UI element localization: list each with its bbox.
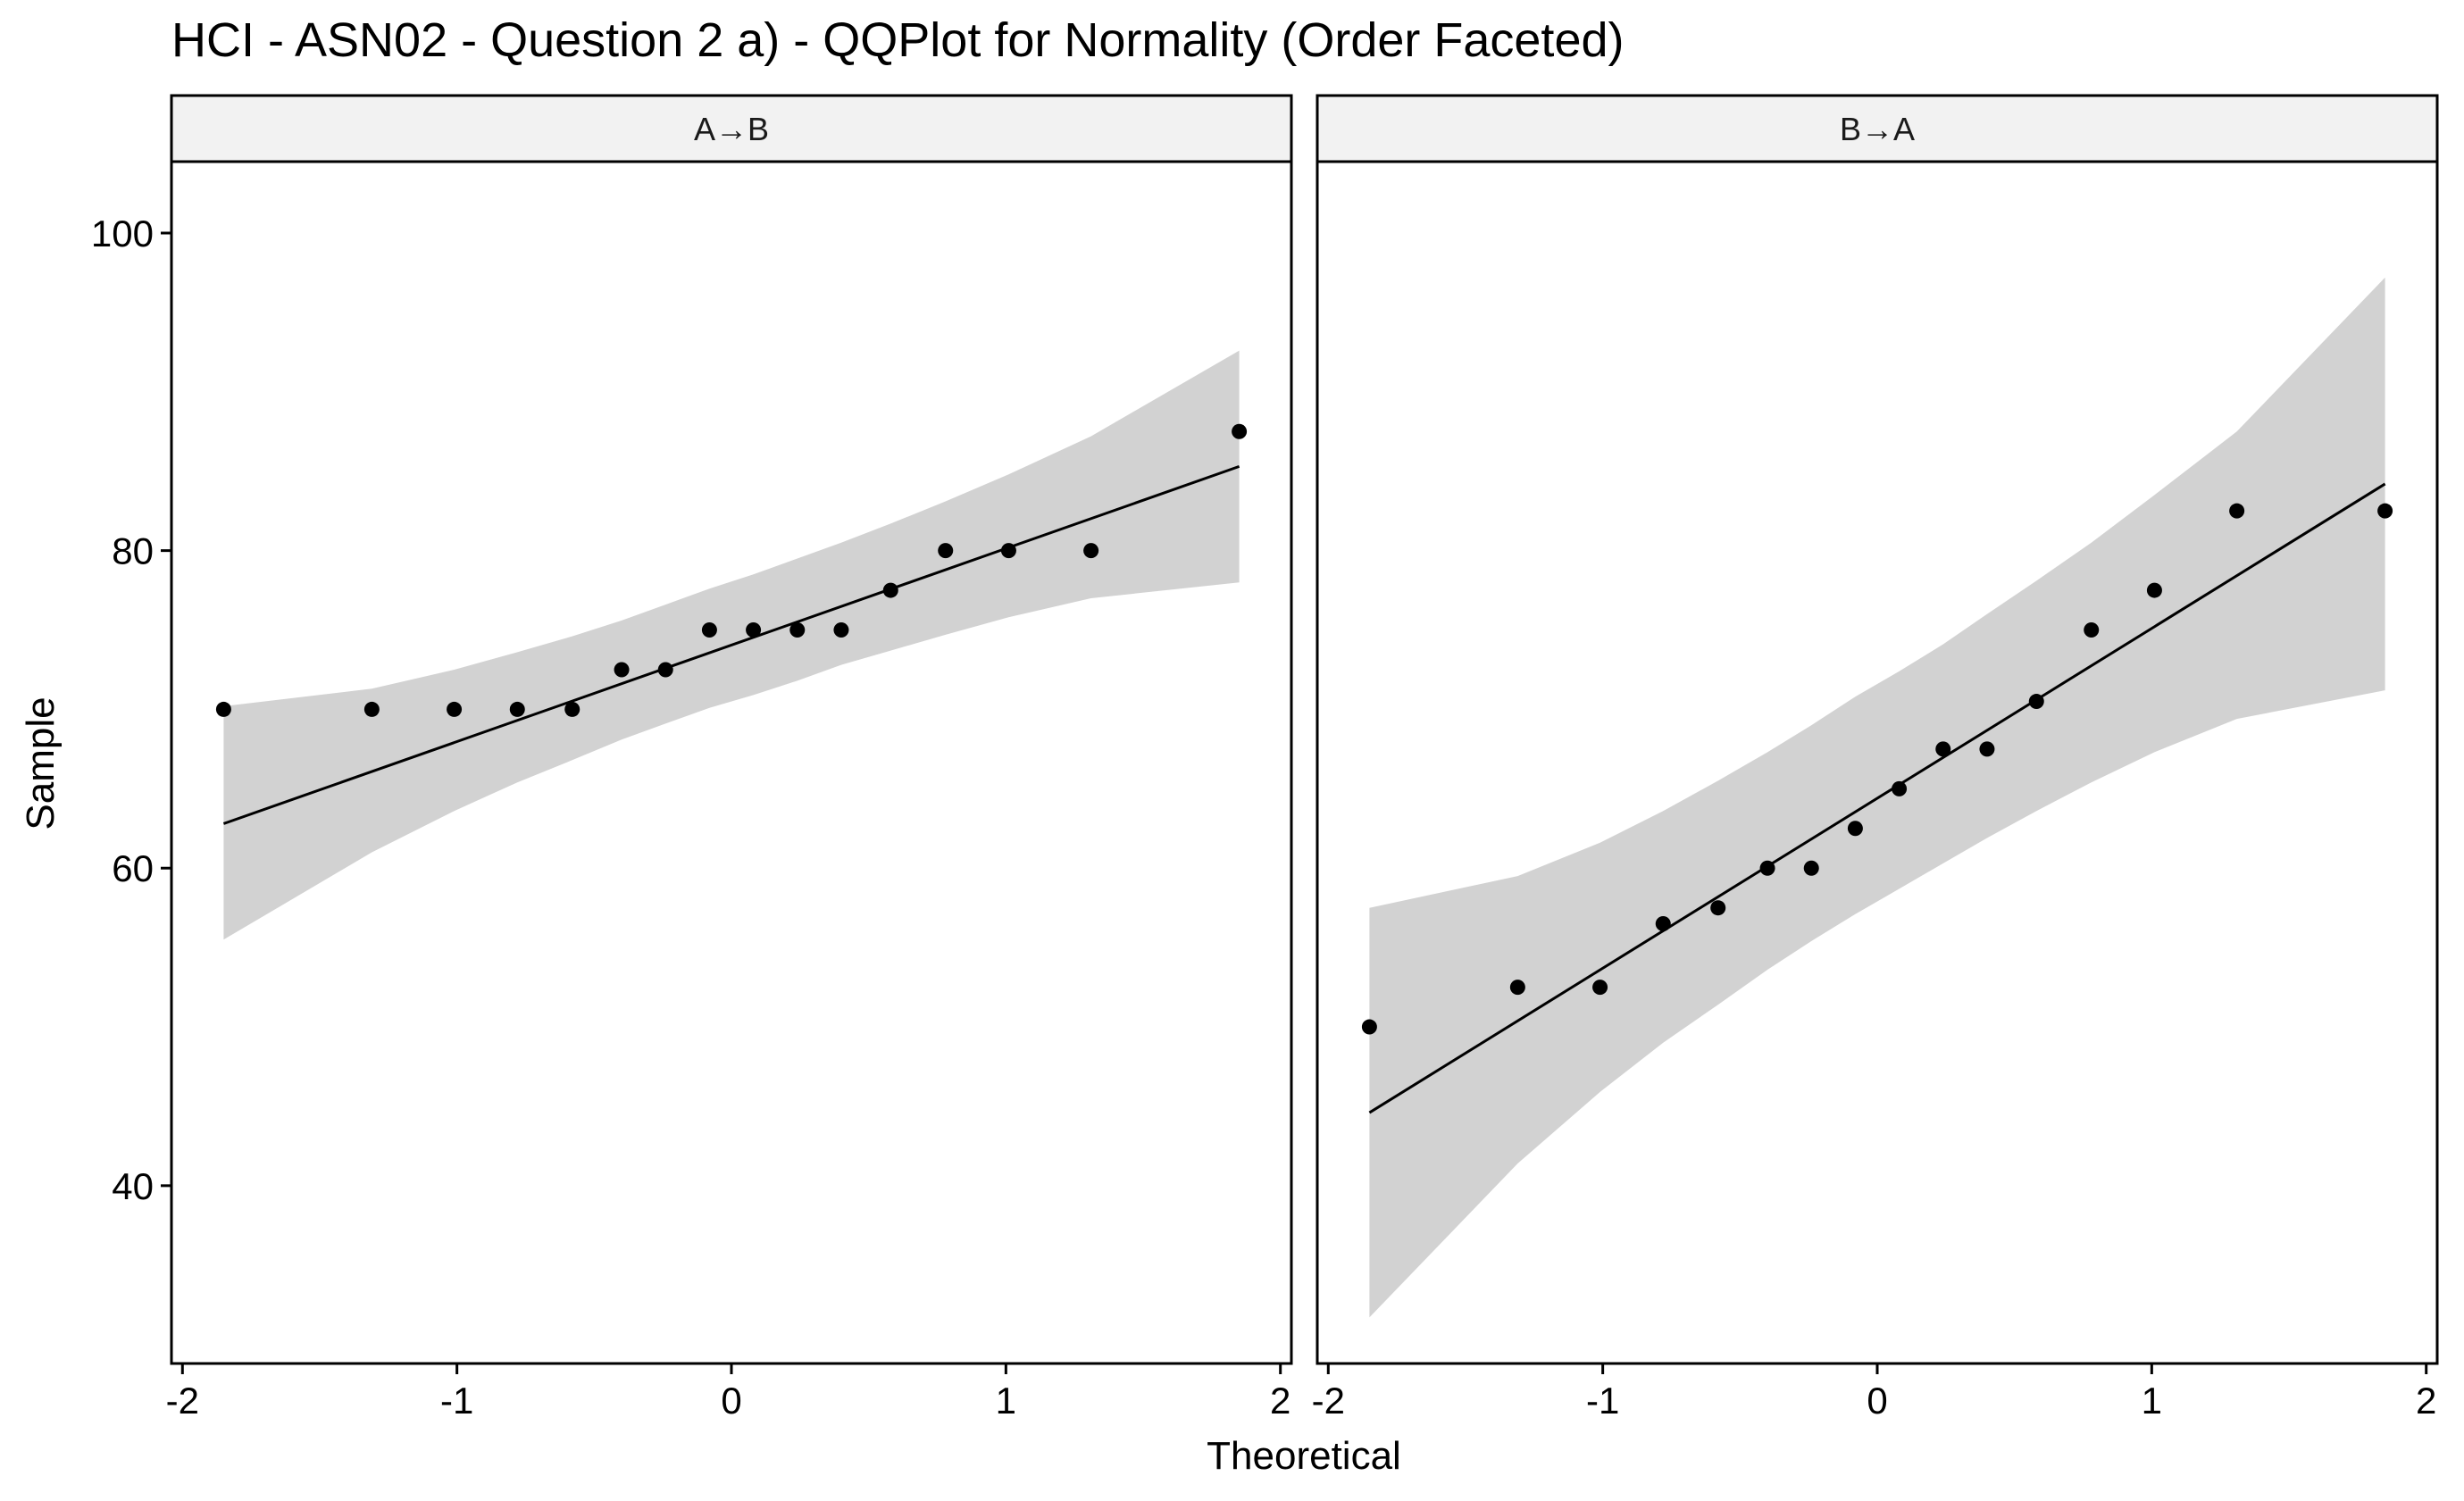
- data-point: [882, 582, 898, 598]
- data-point: [2229, 503, 2245, 519]
- x-tick-label: -2: [166, 1380, 199, 1422]
- y-tick-label: 80: [112, 530, 154, 572]
- data-point: [1892, 780, 1908, 796]
- data-point: [447, 701, 463, 717]
- facet-strip: [1316, 94, 2439, 163]
- reference-line: [222, 464, 1240, 825]
- data-point: [614, 662, 630, 678]
- x-axis-title: Theoretical: [1207, 1434, 1401, 1478]
- data-point: [215, 701, 231, 717]
- data-point: [1509, 980, 1525, 996]
- data-point: [1655, 915, 1671, 931]
- data-point: [1000, 543, 1016, 559]
- x-tick-label: 0: [721, 1380, 741, 1422]
- data-point: [509, 701, 525, 717]
- data-point: [1232, 423, 1248, 439]
- data-point: [2084, 622, 2100, 638]
- facet-strip: [170, 94, 1293, 163]
- chart-title: HCI - ASN02 - Question 2 a) - QQPlot for…: [171, 13, 1625, 67]
- data-point: [363, 701, 380, 717]
- x-tick-label: -1: [440, 1380, 473, 1422]
- data-point: [2028, 694, 2044, 710]
- x-tick-label: 1: [996, 1380, 1016, 1422]
- data-point: [1847, 821, 1863, 837]
- facet-strip-label: A→B: [694, 111, 769, 147]
- data-point: [789, 622, 806, 638]
- facet-panel-1: A→B -2 -1 0 1 2 40 60 80 100: [91, 94, 1293, 1422]
- data-point: [657, 662, 673, 678]
- data-point: [2377, 503, 2393, 519]
- data-point: [1361, 1019, 1377, 1035]
- x-tick-label: 0: [1867, 1380, 1887, 1422]
- data-point: [833, 622, 849, 638]
- data-point: [1759, 860, 1775, 876]
- y-tick-label: 40: [112, 1165, 154, 1207]
- x-tick-label: 1: [2142, 1380, 2162, 1422]
- data-point: [2146, 582, 2162, 598]
- data-point: [1803, 860, 1819, 876]
- data-point: [1083, 543, 1099, 559]
- facet-strip-label: B→A: [1840, 111, 1915, 147]
- facet-panels: A→B -2 -1 0 1 2 40 60 80 100 B→A -2 -1 0 1 2: [91, 94, 2439, 1422]
- y-tick-label: 100: [91, 213, 154, 254]
- x-tick-label: 2: [1270, 1380, 1290, 1422]
- data-point: [1592, 980, 1608, 996]
- data-point: [1979, 741, 1995, 757]
- x-tick-label: 2: [2416, 1380, 2436, 1422]
- x-tick-label: -2: [1312, 1380, 1345, 1422]
- data-point: [746, 622, 762, 638]
- x-tick-label: -1: [1586, 1380, 1619, 1422]
- data-point: [1935, 741, 1951, 757]
- y-tick-label: 60: [112, 847, 154, 889]
- y-axis-title: Sample: [19, 696, 63, 830]
- data-point: [564, 701, 581, 717]
- data-point: [1710, 900, 1726, 916]
- data-point: [701, 622, 717, 638]
- reference-line: [1368, 482, 2386, 1114]
- data-point: [938, 543, 954, 559]
- facet-panel-2: B→A -2 -1 0 1 2: [1312, 94, 2439, 1422]
